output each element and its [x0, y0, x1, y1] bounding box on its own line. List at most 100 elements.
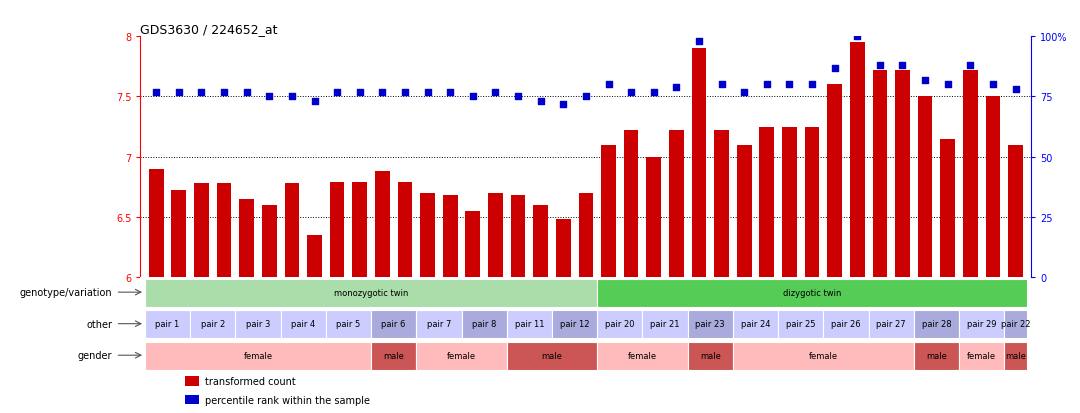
Text: pair 23: pair 23: [696, 319, 725, 328]
Bar: [643, 310, 688, 339]
Point: [577, 94, 594, 100]
Bar: [190, 310, 235, 339]
Text: pair 22: pair 22: [1001, 319, 1030, 328]
Text: male: male: [700, 351, 720, 360]
Bar: [579, 193, 593, 278]
Text: pair 11: pair 11: [514, 319, 544, 328]
Point: [148, 89, 165, 96]
Text: genotype/variation: genotype/variation: [19, 287, 112, 297]
Bar: [145, 310, 190, 339]
Text: transformed count: transformed count: [205, 376, 296, 386]
Text: pair 4: pair 4: [292, 319, 315, 328]
Bar: [375, 172, 390, 278]
Point: [193, 89, 211, 96]
Bar: [352, 183, 367, 278]
Text: pair 27: pair 27: [876, 319, 906, 328]
Point: [781, 82, 798, 88]
Point: [532, 99, 550, 105]
Bar: [873, 71, 888, 278]
Point: [171, 89, 188, 96]
Text: other: other: [86, 319, 112, 329]
Point: [872, 63, 889, 69]
Point: [328, 89, 346, 96]
Text: female: female: [967, 351, 996, 360]
Text: pair 26: pair 26: [832, 319, 861, 328]
Point: [464, 94, 482, 100]
Text: pair 5: pair 5: [336, 319, 361, 328]
Point: [374, 89, 391, 96]
Text: male: male: [383, 351, 404, 360]
Bar: [597, 342, 688, 370]
Point: [690, 39, 707, 45]
Text: male: male: [541, 351, 563, 360]
Bar: [850, 43, 865, 278]
Point: [238, 89, 255, 96]
Point: [713, 82, 730, 88]
Bar: [534, 205, 548, 278]
Text: male: male: [1005, 351, 1026, 360]
Bar: [1004, 342, 1027, 370]
Bar: [465, 211, 481, 278]
Bar: [552, 310, 597, 339]
Point: [1007, 87, 1024, 93]
Bar: [284, 184, 299, 278]
Bar: [868, 310, 914, 339]
Bar: [185, 376, 199, 386]
Bar: [688, 342, 733, 370]
Bar: [959, 342, 1004, 370]
Text: pair 2: pair 2: [201, 319, 225, 328]
Text: pair 29: pair 29: [967, 319, 997, 328]
Text: pair 3: pair 3: [246, 319, 270, 328]
Bar: [959, 310, 1004, 339]
Text: female: female: [809, 351, 838, 360]
Bar: [329, 183, 345, 278]
Bar: [805, 127, 820, 278]
Bar: [416, 310, 461, 339]
Point: [917, 77, 934, 84]
Text: GDS3630 / 224652_at: GDS3630 / 224652_at: [140, 23, 278, 36]
Bar: [372, 310, 416, 339]
Point: [419, 89, 436, 96]
Bar: [895, 71, 909, 278]
Bar: [194, 184, 208, 278]
Bar: [511, 196, 525, 278]
Point: [826, 65, 843, 72]
Bar: [217, 184, 231, 278]
Point: [894, 63, 912, 69]
Point: [442, 89, 459, 96]
Bar: [986, 97, 1000, 278]
Point: [306, 99, 323, 105]
Text: male: male: [926, 351, 947, 360]
Text: female: female: [243, 351, 272, 360]
Point: [555, 101, 572, 108]
Bar: [240, 199, 254, 278]
Bar: [914, 310, 959, 339]
Bar: [372, 342, 416, 370]
Text: percentile rank within the sample: percentile rank within the sample: [205, 394, 370, 405]
Point: [510, 94, 527, 100]
Bar: [827, 85, 842, 278]
Bar: [145, 342, 372, 370]
Bar: [149, 169, 163, 278]
Bar: [416, 342, 507, 370]
Bar: [420, 193, 435, 278]
Bar: [185, 395, 199, 404]
Bar: [262, 205, 276, 278]
Bar: [941, 139, 955, 278]
Bar: [733, 310, 778, 339]
Point: [758, 82, 775, 88]
Point: [260, 94, 278, 100]
Point: [599, 82, 617, 88]
Point: [849, 34, 866, 40]
Text: female: female: [447, 351, 476, 360]
Bar: [778, 310, 823, 339]
Point: [283, 94, 300, 100]
Bar: [172, 191, 186, 278]
Bar: [963, 71, 977, 278]
Bar: [597, 279, 1027, 307]
Bar: [556, 220, 570, 278]
Bar: [733, 342, 914, 370]
Point: [735, 89, 753, 96]
Bar: [397, 183, 413, 278]
Bar: [714, 131, 729, 278]
